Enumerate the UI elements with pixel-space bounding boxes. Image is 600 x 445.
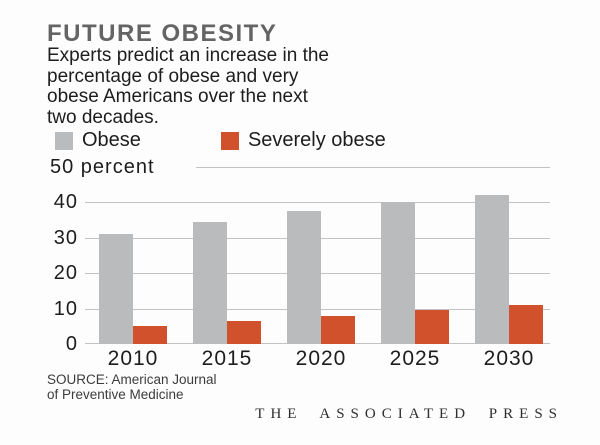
ap-credit: THE ASSOCIATED PRESS [255, 406, 563, 422]
bar-series [85, 167, 550, 344]
bar-group-2020 [287, 211, 355, 344]
x-tick-label-2010: 2010 [107, 347, 159, 370]
y-tick-label-0: 0 [65, 333, 78, 355]
bar-obese-2020 [287, 211, 321, 344]
bar-severely-obese-2030 [509, 305, 543, 344]
bar-group-2030 [475, 195, 543, 344]
bar-severely-obese-2010 [133, 326, 167, 344]
gridline-40 [85, 202, 550, 204]
bar-severely-obese-2015 [227, 321, 261, 344]
y-tick-label-20: 20 [53, 262, 78, 285]
bar-obese-2010 [99, 234, 133, 344]
legend-label-severely-obese: Severely obese [247, 129, 386, 151]
chart-legend: Obese Severely obese [55, 129, 386, 152]
bar-obese-2025 [381, 202, 415, 344]
subtitle-line: two decades. [47, 106, 159, 128]
subtitle-line: percentage of obese and very [47, 65, 299, 87]
bar-group-2015 [193, 221, 261, 344]
y-tick-label-30: 30 [53, 226, 78, 249]
subtitle-line: obese Americans over the next [47, 86, 308, 107]
legend-label-obese: Obese [82, 129, 141, 151]
x-tick-label-2020: 2020 [295, 347, 347, 370]
y-axis-top-label: 50 percent [50, 156, 155, 178]
x-axis-labels: 2010 2015 2020 2025 2030 [85, 347, 550, 371]
severely-obese-swatch-icon [220, 131, 239, 150]
source-line: of Preventive Medicine [47, 386, 184, 402]
subtitle-line: Experts predict an increase in the [47, 45, 329, 66]
bar-severely-obese-2025 [415, 310, 449, 344]
bar-obese-2030 [475, 195, 509, 344]
x-tick-label-2015: 2015 [201, 347, 253, 370]
gridline-50 [196, 167, 550, 168]
source-note: SOURCE: American Journal of Preventive M… [47, 372, 217, 402]
source-line: SOURCE: American Journal [47, 372, 217, 387]
chart-title: FUTURE OBESITY [47, 20, 278, 47]
y-axis-labels: 0 10 20 30 40 [30, 167, 78, 355]
legend-item-severely-obese: Severely obese [220, 129, 386, 152]
x-tick-label-2030: 2030 [483, 347, 535, 370]
x-tick-label-2025: 2025 [389, 347, 441, 370]
y-tick-label-10: 10 [53, 297, 78, 320]
y-tick-label-40: 40 [53, 191, 78, 214]
chart-subtitle: Experts predict an increase in the perce… [47, 45, 407, 128]
obese-swatch-icon [55, 131, 73, 150]
bar-obese-2015 [193, 221, 227, 344]
bar-group-2025 [381, 202, 449, 344]
bar-severely-obese-2020 [321, 315, 355, 344]
legend-item-obese: Obese [55, 129, 141, 152]
bar-group-2010 [99, 234, 167, 344]
